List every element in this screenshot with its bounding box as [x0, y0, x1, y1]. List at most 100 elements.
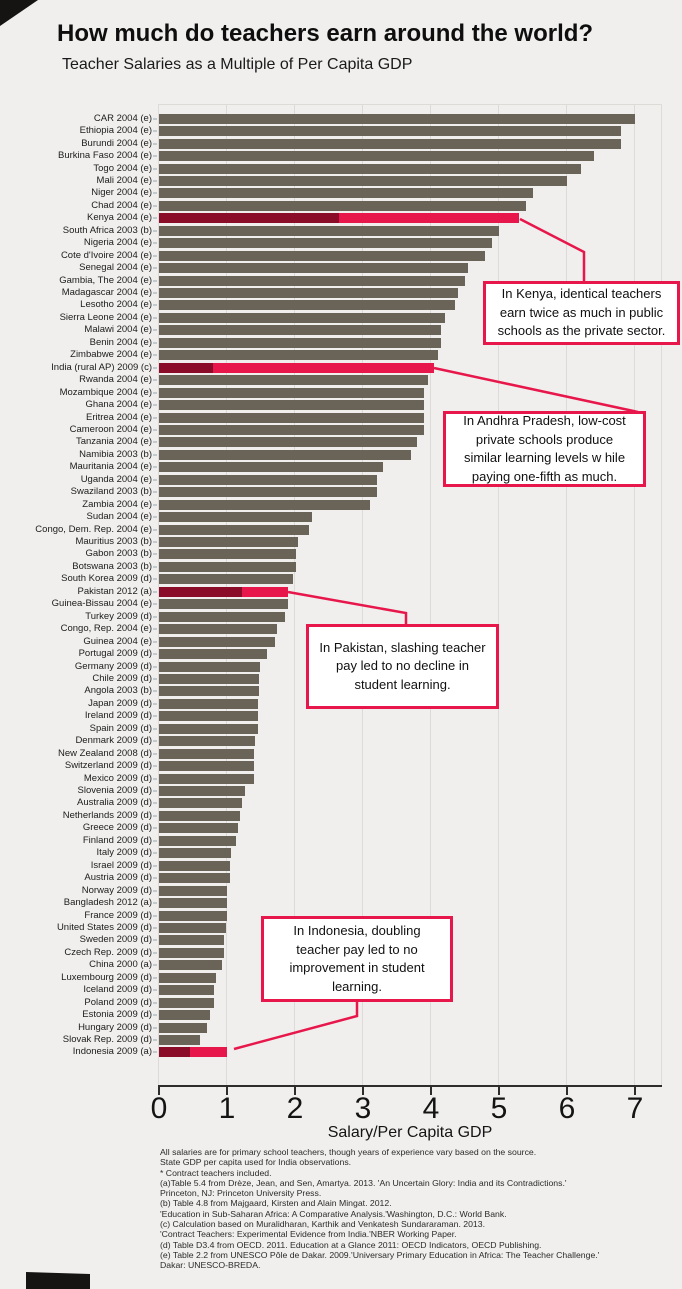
row-tick: [153, 404, 157, 407]
bar-segment-dark-india-rural-ap-2009-c: [159, 362, 214, 373]
bar-south-korea-2009-d: [159, 574, 293, 585]
bar-label-china-2000-a: China 2000 (a): [89, 959, 152, 971]
row-tick: [153, 279, 157, 282]
row-tick: [153, 453, 157, 456]
gridline-x4: [430, 104, 431, 1085]
bar-label-slovenia-2009-d: Slovenia 2009 (d): [77, 785, 152, 796]
bar-zimbabwe-2004-e: [159, 350, 438, 361]
row-tick: [153, 690, 157, 693]
row-tick: [153, 590, 157, 593]
bar-label-slovak-rep-2009-d: Slovak Rep. 2009 (d): [62, 1034, 152, 1045]
bar-congo-dem-rep-2004-e: [159, 524, 309, 535]
bar-botswana-2003-b: [159, 561, 297, 572]
bar-label-chad-2004-e: Chad 2004 (e): [91, 199, 152, 211]
bar-estonia-2009-d: [159, 1010, 210, 1021]
footnote-line: * Contract teachers included.: [160, 1167, 272, 1178]
bar-segment-dark-pakistan-2012-a: [159, 586, 242, 597]
gridline-x5: [498, 104, 499, 1085]
bar-label-united-states-2009-d: United States 2009 (d): [56, 921, 152, 933]
bar-label-burundi-2004-e: Burundi 2004 (e): [81, 137, 152, 149]
row-tick: [153, 155, 157, 158]
x-axis-tick-5: [498, 1087, 500, 1095]
row-tick: [153, 428, 157, 431]
bar-label-australia-2009-d: Australia 2009 (d): [77, 797, 152, 809]
bar-label-sweden-2009-d: Sweden 2009 (d): [79, 934, 152, 946]
row-tick: [153, 877, 157, 880]
bar-germany-2009-d: [159, 661, 261, 672]
bar-japan-2009-d: [159, 698, 259, 709]
bar-label-bangladesh-2012-a: Bangladesh 2012 (a): [63, 897, 152, 909]
bar-label-turkey-2009-d: Turkey 2009 (d): [85, 610, 152, 622]
bar-finland-2009-d: [159, 835, 236, 846]
footnote-line: State GDP per capita used for India obse…: [160, 1157, 352, 1168]
callout-kenya: In Kenya, identical teachers earn twice …: [483, 281, 680, 345]
bar-sweden-2009-d: [159, 935, 225, 946]
row-tick: [153, 254, 157, 257]
callout-text-india: In Andhra Pradesh, low-cost private scho…: [463, 413, 626, 484]
page-subtitle: Teacher Salaries as a Multiple of Per Ca…: [62, 56, 413, 73]
bar-lesotho-2004-e: [159, 300, 455, 311]
bar-israel-2009-d: [159, 860, 231, 871]
bar-label-gambia-the-2004-e: Gambia, The 2004 (e): [59, 274, 152, 286]
row-tick: [153, 466, 157, 469]
row-tick: [153, 677, 157, 680]
bar-label-chile-2009-d: Chile 2009 (d): [92, 672, 152, 684]
row-tick: [153, 1026, 157, 1029]
row-tick: [153, 752, 157, 755]
bar-label-estonia-2009-d: Estonia 2009 (d): [82, 1009, 152, 1021]
row-tick: [153, 516, 157, 519]
row-tick: [153, 179, 157, 182]
footnote-line: (a)Table 5.4 from Drèze, Jean, and Sen, …: [160, 1177, 567, 1188]
bar-label-italy-2009-d: Italy 2009 (d): [96, 847, 152, 859]
bar-france-2009-d: [159, 910, 227, 921]
row-tick: [153, 615, 157, 618]
bar-denmark-2009-d: [159, 736, 255, 747]
bar-label-norway-2009-d: Norway 2009 (d): [81, 884, 152, 896]
row-tick: [153, 416, 157, 419]
bar-segment-dark-kenya-2004-e: [159, 213, 340, 224]
bar-nigeria-2004-e: [159, 238, 493, 249]
callout-pakistan: In Pakistan, slashing teacher pay led to…: [306, 624, 499, 709]
bar-segment-bright-india-rural-ap-2009-c: [213, 362, 435, 373]
bar-label-benin-2004-e: Benin 2004 (e): [89, 336, 152, 348]
bar-label-namibia-2003-b: Namibia 2003 (b): [79, 448, 152, 460]
bar-madagascar-2004-e: [159, 288, 459, 298]
row-tick: [153, 839, 157, 842]
x-axis-tick-0: [158, 1087, 160, 1095]
bar-congo-rep-2004-e: [159, 624, 277, 635]
row-tick: [153, 1001, 157, 1004]
row-tick: [153, 989, 157, 992]
bar-mexico-2009-d: [159, 773, 254, 784]
row-tick: [153, 304, 157, 307]
row-tick: [153, 926, 157, 929]
bar-italy-2009-d: [159, 848, 232, 859]
row-tick: [153, 665, 157, 668]
bar-label-luxembourg-2009-d: Luxembourg 2009 (d): [61, 971, 152, 983]
bar-label-mauritius-2003-b: Mauritius 2003 (b): [75, 536, 152, 547]
bar-slovak-rep-2009-d: [159, 1035, 201, 1045]
bar-uganda-2004-e: [159, 474, 377, 485]
bar-switzerland-2009-d: [159, 761, 254, 772]
bar-label-senegal-2004-e: Senegal 2004 (e): [79, 262, 152, 274]
row-tick: [153, 553, 157, 556]
bar-label-madagascar-2004-e: Madagascar 2004 (e): [61, 287, 152, 298]
bar-niger-2004-e: [159, 188, 533, 199]
bar-ireland-2009-d: [159, 711, 259, 722]
bar-benin-2004-e: [159, 337, 442, 348]
footnote-line: All salaries are for primary school teac…: [160, 1147, 537, 1157]
row-tick: [153, 740, 157, 743]
bar-iceland-2009-d: [159, 985, 215, 996]
row-tick: [153, 292, 157, 294]
x-axis-ticklabel-4: 4: [422, 1092, 440, 1125]
row-tick: [153, 503, 157, 506]
bar-label-ghana-2004-e: Ghana 2004 (e): [85, 399, 152, 411]
bar-hungary-2009-d: [159, 1022, 208, 1033]
footnotes-block: All salaries are for primary school teac…: [160, 1147, 668, 1271]
gridline-x7: [634, 104, 635, 1085]
footnote-line: (e) Table 2.2 from UNESCO Pôle de Dakar.…: [160, 1249, 600, 1260]
row-tick: [153, 603, 157, 606]
row-tick: [153, 329, 157, 332]
x-axis-ticklabel-3: 3: [354, 1092, 372, 1125]
bar-label-israel-2009-d: Israel 2009 (d): [90, 859, 152, 871]
